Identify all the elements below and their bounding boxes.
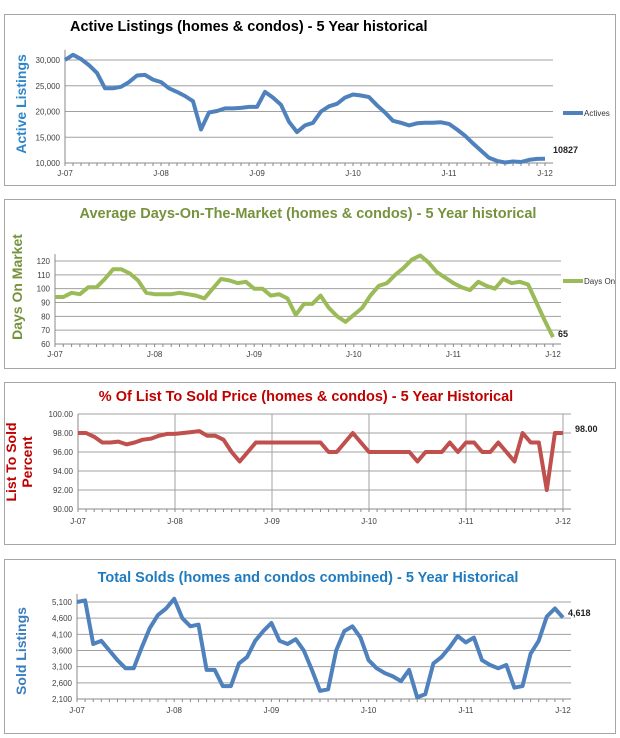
x-tick-label: J-09 bbox=[264, 517, 280, 526]
x-tick-label: J-09 bbox=[246, 350, 262, 359]
y-tick-label: 94.00 bbox=[53, 467, 74, 476]
x-tick-label: J-09 bbox=[264, 706, 280, 715]
y-tick-label: 3,100 bbox=[52, 663, 73, 672]
y-tick-label: 5,100 bbox=[52, 598, 73, 607]
x-tick-label: J-10 bbox=[346, 350, 362, 359]
x-tick-label: J-07 bbox=[70, 517, 86, 526]
x-tick-label: J-12 bbox=[555, 706, 571, 715]
chart-panel-list-to-sold bbox=[4, 382, 616, 545]
y-tick-label: 15,000 bbox=[36, 133, 61, 142]
x-tick-label: J-07 bbox=[69, 706, 85, 715]
x-tick-label: J-08 bbox=[147, 350, 163, 359]
chart-2: 90.00 92.00 94.00 96.00 98.00 100.00 J-07 J-08 J… bbox=[3, 389, 598, 526]
y-tick-label: 96.00 bbox=[53, 448, 74, 457]
chart-3: 2,100 2,600 3,100 3,600 4,100 4,600 5,100 J-07 J… bbox=[13, 570, 591, 715]
x-tick-label: J-08 bbox=[167, 517, 183, 526]
y-tick-label: 92.00 bbox=[53, 486, 74, 495]
y-tick-label: 25,000 bbox=[36, 82, 61, 91]
y-tick-label: 4,600 bbox=[52, 614, 73, 623]
y-tick-label: 20,000 bbox=[36, 108, 61, 117]
x-tick-label: J-11 bbox=[459, 517, 475, 526]
y-tick-label: 80 bbox=[41, 312, 50, 321]
x-tick-label: J-08 bbox=[153, 169, 169, 178]
x-tick-label: J-10 bbox=[345, 169, 361, 178]
x-tick-label: J-10 bbox=[361, 517, 377, 526]
y-tick-label: 3,600 bbox=[52, 647, 73, 656]
x-tick-label: J-09 bbox=[249, 169, 265, 178]
y-tick-label: 98.00 bbox=[53, 429, 74, 438]
y-tick-label: 2,100 bbox=[52, 695, 73, 704]
last-value-label: 10827 bbox=[553, 145, 578, 155]
y-tick-label: 70 bbox=[41, 326, 50, 335]
series-line bbox=[63, 52, 546, 165]
x-tick-label: J-12 bbox=[537, 169, 553, 178]
y-axis-title: List To Sold bbox=[3, 422, 19, 501]
y-axis-title: Sold Listings bbox=[13, 607, 29, 695]
x-tick-label: J-07 bbox=[47, 350, 63, 359]
chart-0: 10,000 15,000 20,000 25,000 30,000 J-07 J-08 J-… bbox=[13, 19, 610, 178]
chart-title: Average Days-On-The-Market (homes & cond… bbox=[80, 206, 537, 222]
y-tick-label: 10,000 bbox=[36, 159, 61, 168]
y-axis-title: Active Listings bbox=[13, 54, 29, 154]
x-tick-label: J-10 bbox=[361, 706, 377, 715]
y-tick-label: 60 bbox=[41, 340, 50, 349]
chart-title: Total Solds (homes and condos combined) … bbox=[98, 570, 519, 586]
y-tick-label: 100.00 bbox=[49, 410, 74, 419]
series-line bbox=[78, 429, 563, 492]
x-tick-label: J-07 bbox=[57, 169, 73, 178]
y-tick-label: 2,600 bbox=[52, 679, 73, 688]
series-line bbox=[55, 253, 555, 338]
x-tick-label: J-11 bbox=[458, 706, 474, 715]
y-tick-label: 90.00 bbox=[53, 505, 74, 514]
legend-label: Actives bbox=[584, 109, 610, 118]
y-tick-label: 110 bbox=[37, 271, 50, 280]
last-value-label: 4,618 bbox=[568, 608, 591, 618]
chart-panel-active-listings bbox=[4, 14, 616, 186]
last-value-label: 65 bbox=[558, 329, 568, 339]
x-tick-label: J-12 bbox=[545, 350, 561, 359]
y-axis-title: Percent bbox=[19, 436, 35, 488]
x-tick-label: J-08 bbox=[166, 706, 182, 715]
last-value-label: 98.00 bbox=[575, 424, 598, 434]
chart-1: 60 70 80 90 100 110 120 J-07 J-08 J-09 J-10 J-11 J-1… bbox=[9, 206, 615, 359]
x-tick-label: J-11 bbox=[442, 169, 458, 178]
legend-label: Days On bbox=[584, 277, 615, 286]
y-tick-label: 30,000 bbox=[36, 56, 61, 65]
x-tick-label: J-12 bbox=[555, 517, 571, 526]
chart-title: Active Listings (homes & condos) - 5 Yea… bbox=[70, 19, 428, 35]
chart-title: % Of List To Sold Price (homes & condos)… bbox=[99, 389, 513, 405]
x-tick-label: J-11 bbox=[446, 350, 462, 359]
series-line bbox=[76, 596, 565, 700]
y-axis-title: Days On Market bbox=[9, 234, 25, 340]
y-tick-label: 4,100 bbox=[52, 630, 73, 639]
y-tick-label: 120 bbox=[37, 257, 51, 266]
y-tick-label: 100 bbox=[37, 285, 51, 294]
y-tick-label: 90 bbox=[41, 299, 50, 308]
